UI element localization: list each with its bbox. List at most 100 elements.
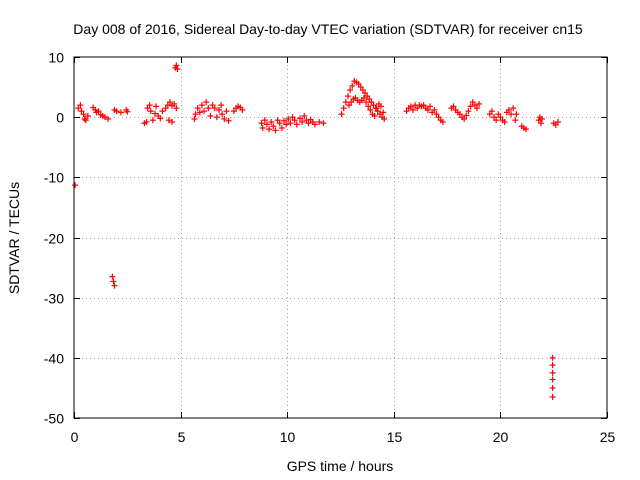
x-tick-label: 20 [493, 429, 509, 445]
chart-title: Day 008 of 2016, Sidereal Day-to-day VTE… [73, 21, 583, 37]
data-point [491, 114, 498, 121]
data-point [549, 393, 556, 400]
data-point [113, 108, 120, 115]
data-point [431, 106, 438, 113]
data-point [320, 120, 327, 127]
data-point [473, 105, 480, 112]
data-point [169, 118, 176, 125]
y-tick-label: -10 [44, 170, 64, 186]
data-point [549, 369, 556, 376]
data-point [144, 105, 151, 112]
y-tick-label: -40 [44, 351, 64, 367]
data-point [371, 112, 378, 119]
data-point [105, 115, 112, 122]
data-point [159, 108, 166, 115]
data-point [476, 100, 483, 107]
data-point [299, 118, 306, 125]
data-point [495, 111, 502, 118]
data-point [162, 105, 169, 112]
data-points [72, 62, 561, 400]
data-point [205, 105, 212, 112]
data-point [549, 362, 556, 369]
data-point [439, 118, 446, 125]
data-point [110, 278, 117, 285]
data-point [365, 103, 372, 110]
data-point [469, 99, 476, 106]
data-point [461, 115, 468, 122]
data-point [268, 118, 275, 125]
data-point [259, 124, 266, 131]
data-point [535, 117, 542, 124]
data-point [378, 103, 385, 110]
data-point [538, 115, 545, 122]
data-point [549, 376, 556, 383]
x-tick-label: 25 [600, 429, 616, 445]
data-point [165, 117, 172, 124]
data-point [505, 106, 512, 113]
y-tick-label: 0 [56, 110, 64, 126]
x-axis-label: GPS time / hours [287, 458, 394, 474]
data-point [409, 106, 416, 113]
data-point [407, 103, 414, 110]
data-point [72, 182, 79, 189]
data-point [196, 109, 203, 116]
data-point [149, 117, 156, 124]
data-point [203, 99, 210, 106]
data-point [153, 103, 160, 110]
data-point [381, 115, 388, 122]
data-point [486, 111, 493, 118]
data-point [75, 105, 82, 112]
data-point [166, 99, 173, 106]
data-point [109, 273, 116, 280]
data-point [366, 96, 373, 103]
data-point [272, 127, 279, 134]
data-point [552, 121, 559, 128]
y-tick-label: -30 [44, 291, 64, 307]
data-point [263, 121, 270, 128]
data-point [80, 111, 87, 118]
data-point [215, 106, 222, 113]
data-point [493, 117, 500, 124]
data-point [364, 93, 371, 100]
data-point [373, 105, 380, 112]
data-point [143, 118, 150, 125]
data-point [554, 118, 561, 125]
data-point [296, 115, 303, 122]
data-point [501, 118, 508, 125]
data-point [456, 111, 463, 118]
data-point [164, 102, 171, 109]
data-point [303, 117, 310, 124]
x-tick-label: 0 [71, 429, 79, 445]
data-point [78, 108, 85, 115]
data-point [340, 105, 347, 112]
data-point [82, 117, 89, 124]
data-point [293, 121, 300, 128]
data-point [152, 110, 159, 117]
data-point [191, 115, 198, 122]
data-point [376, 111, 383, 118]
data-point [549, 384, 556, 391]
data-point [549, 354, 556, 361]
data-point [348, 99, 355, 106]
data-point [512, 117, 519, 124]
data-point [77, 102, 84, 109]
data-point [198, 102, 205, 109]
data-point [355, 81, 362, 88]
data-point [338, 111, 345, 118]
data-point [433, 111, 440, 118]
data-point [171, 100, 178, 107]
data-point [230, 108, 237, 115]
data-point [291, 117, 298, 124]
data-point [363, 99, 370, 106]
y-tick-label: -50 [44, 411, 64, 427]
data-point [219, 111, 226, 118]
data-point [465, 108, 472, 115]
data-point [211, 105, 218, 112]
data-point [278, 124, 285, 131]
data-point [403, 108, 410, 115]
data-point [84, 112, 91, 119]
data-point [173, 62, 180, 69]
data-point [221, 115, 228, 122]
data-point [117, 109, 124, 116]
x-tick-label: 10 [280, 429, 296, 445]
